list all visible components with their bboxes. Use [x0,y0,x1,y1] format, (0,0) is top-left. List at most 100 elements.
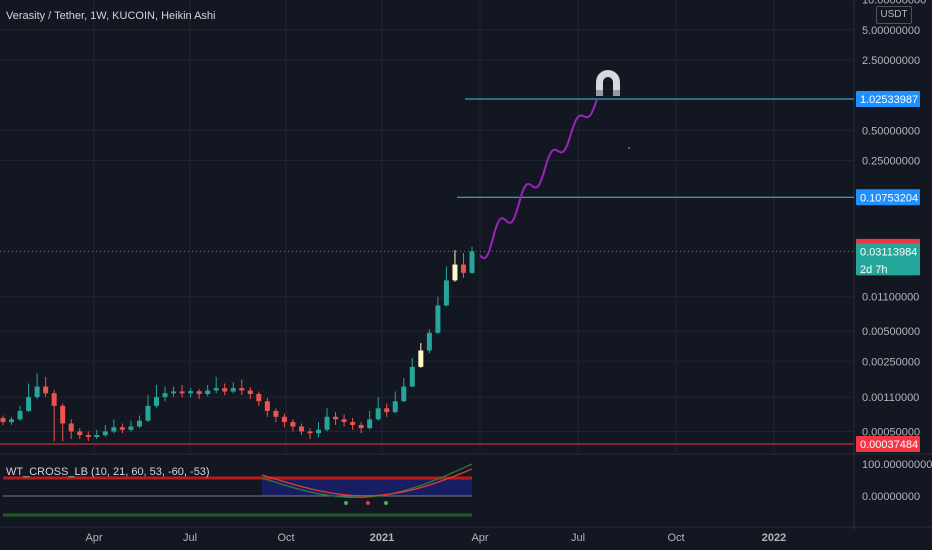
candle-body [375,408,381,420]
candle [205,385,211,397]
indicator-legend[interactable]: WT_CROSS_LB (10, 21, 60, 53, -60, -53) [6,466,210,478]
candle-body [128,426,134,430]
time-axis[interactable]: Apr Jul Oct 2021 Apr Jul Oct 2022 [85,532,786,544]
candle [119,423,125,434]
price-badge-label: 0.00037484 [860,439,918,451]
price-badge-bg [856,243,920,276]
candle [51,389,57,442]
projection-path[interactable] [479,98,631,260]
candlestick-series [0,246,475,442]
candle-body [17,410,23,420]
candle [401,378,407,403]
candle [128,420,134,432]
wt2-line [261,468,473,497]
candle [145,395,151,423]
candle-body [333,416,339,420]
price-badge-bg [856,189,920,206]
candle-body [196,391,202,395]
price-badge-label: 0.03113984 [860,246,917,258]
price-axis[interactable]: 10.00000000 5.00000000 2.50000000 0.5000000… [862,0,926,438]
candle-body [392,401,398,413]
candle-body [341,419,347,423]
time-tick-label: 2022 [762,532,786,544]
candle-body [68,423,74,432]
candle [196,389,202,400]
price-tick-label: 0.50000000 [862,125,920,137]
price-badge: 0.03113984 [856,243,920,276]
candle [273,408,279,423]
candle-body [94,435,100,438]
candle [26,383,32,413]
candle [60,403,66,442]
candle-body [171,391,177,394]
candle-body [367,419,373,429]
candle [409,357,415,388]
price-tick-label: 0.00050000 [862,426,920,438]
candle [0,415,6,425]
candle-body [264,401,270,411]
candle-body [298,426,304,432]
candle-body [0,418,6,423]
price-tick-label: 0.01100000 [862,292,919,304]
cross-dot-2 [384,501,388,505]
symbol-legend[interactable]: Verasity / Tether, 1W, KUCOIN, Heikin As… [6,10,216,22]
magnet-pole-right [613,90,620,96]
candle-body [162,393,168,398]
candle [316,422,322,438]
candle [247,387,253,400]
candle-body [435,305,441,333]
candle [222,383,228,396]
candle-body [153,397,159,406]
candle [460,252,466,278]
candle [68,419,74,440]
candle [307,428,313,440]
candle [392,391,398,414]
time-tick-label: Jul [571,532,585,544]
candle [179,385,185,398]
candle-body [179,391,185,394]
candle-body [239,388,245,391]
candle-body [77,431,83,436]
candle [341,414,347,427]
indicator-pane [3,463,473,517]
candle-body [136,420,142,427]
candle-body [281,416,287,423]
candle-body [418,350,424,367]
candle [367,410,373,430]
candle [43,376,49,398]
candle [230,382,236,394]
candle [94,429,100,440]
candle [452,250,458,282]
candle-body [426,332,432,351]
price-tick-label: 0.00110000 [862,392,919,404]
candle [333,412,339,425]
price-badge-bg [856,436,920,452]
price-tick-label: 10.00000000 [862,0,926,7]
currency-label[interactable]: USDT [876,6,912,24]
candle-body [443,280,449,306]
price-tick-label: 0.25000000 [862,156,920,168]
candle [256,391,262,406]
price-badge-bg [856,91,920,107]
candle-body [213,388,219,391]
candle [162,386,168,402]
candle [324,408,330,432]
candle [239,379,245,396]
candle-body [452,264,458,281]
wt1-line [261,463,473,499]
time-tick-label: Jul [183,532,197,544]
cross-dot-1 [366,501,370,505]
candle-body [230,388,236,392]
horizontal-levels[interactable] [0,98,854,445]
candle-body [290,422,296,427]
candle [102,424,108,438]
candle-body [60,405,66,424]
time-tick-label: Oct [667,532,684,544]
price-badge: 0.10753204 [856,189,920,206]
time-tick-label: Oct [277,532,294,544]
time-tick-label: Apr [85,532,102,544]
candle-body [9,419,15,423]
projection-line [479,98,598,260]
candle-body [51,393,57,406]
